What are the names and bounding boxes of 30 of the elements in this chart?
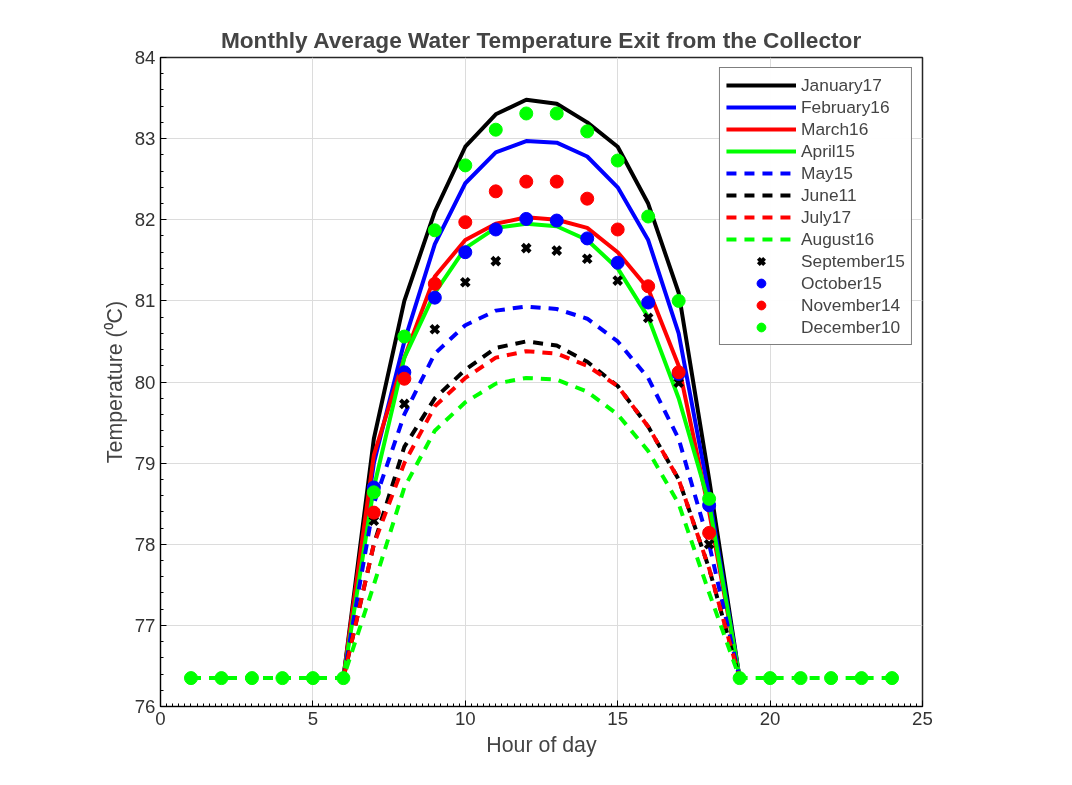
- chart-title: Monthly Average Water Temperature Exit from the Collector: [220, 26, 862, 53]
- legend-label: September15: [800, 250, 905, 272]
- x-axis-title: Hour of day: [486, 732, 597, 757]
- legend-label: March16: [800, 118, 869, 140]
- x-tick-label: 15: [607, 707, 629, 729]
- y-tick-label: 83: [134, 128, 156, 150]
- x-tick-label: 10: [454, 707, 476, 729]
- legend-label: November14: [800, 294, 901, 316]
- legend-label: October15: [800, 272, 882, 294]
- legend-label: December10: [800, 316, 901, 338]
- legend-label: June11: [800, 184, 857, 206]
- y-tick-label: 82: [134, 209, 156, 231]
- y-tick-label: 84: [134, 47, 156, 68]
- legend-label: April15: [800, 140, 855, 162]
- x-tick-label: 20: [759, 707, 781, 729]
- x-tick-label: 0: [155, 707, 166, 729]
- x-tick-label: 5: [307, 707, 319, 729]
- y-tick-label: 76: [134, 696, 156, 717]
- y-tick-label: 81: [134, 290, 156, 312]
- y-tick-label: 78: [134, 533, 156, 555]
- x-tick-label: 25: [912, 707, 933, 729]
- y-axis-title: Temperature (⁰C): [102, 300, 127, 464]
- y-tick-label: 79: [134, 452, 156, 474]
- legend-label: May15: [800, 162, 853, 184]
- legend-label: January17: [800, 74, 882, 96]
- y-tick-label: 80: [134, 371, 156, 393]
- legend-label: August16: [800, 228, 875, 250]
- y-tick-label: 77: [134, 614, 156, 636]
- legend-label: July17: [800, 206, 852, 228]
- legend-label: February16: [800, 96, 890, 118]
